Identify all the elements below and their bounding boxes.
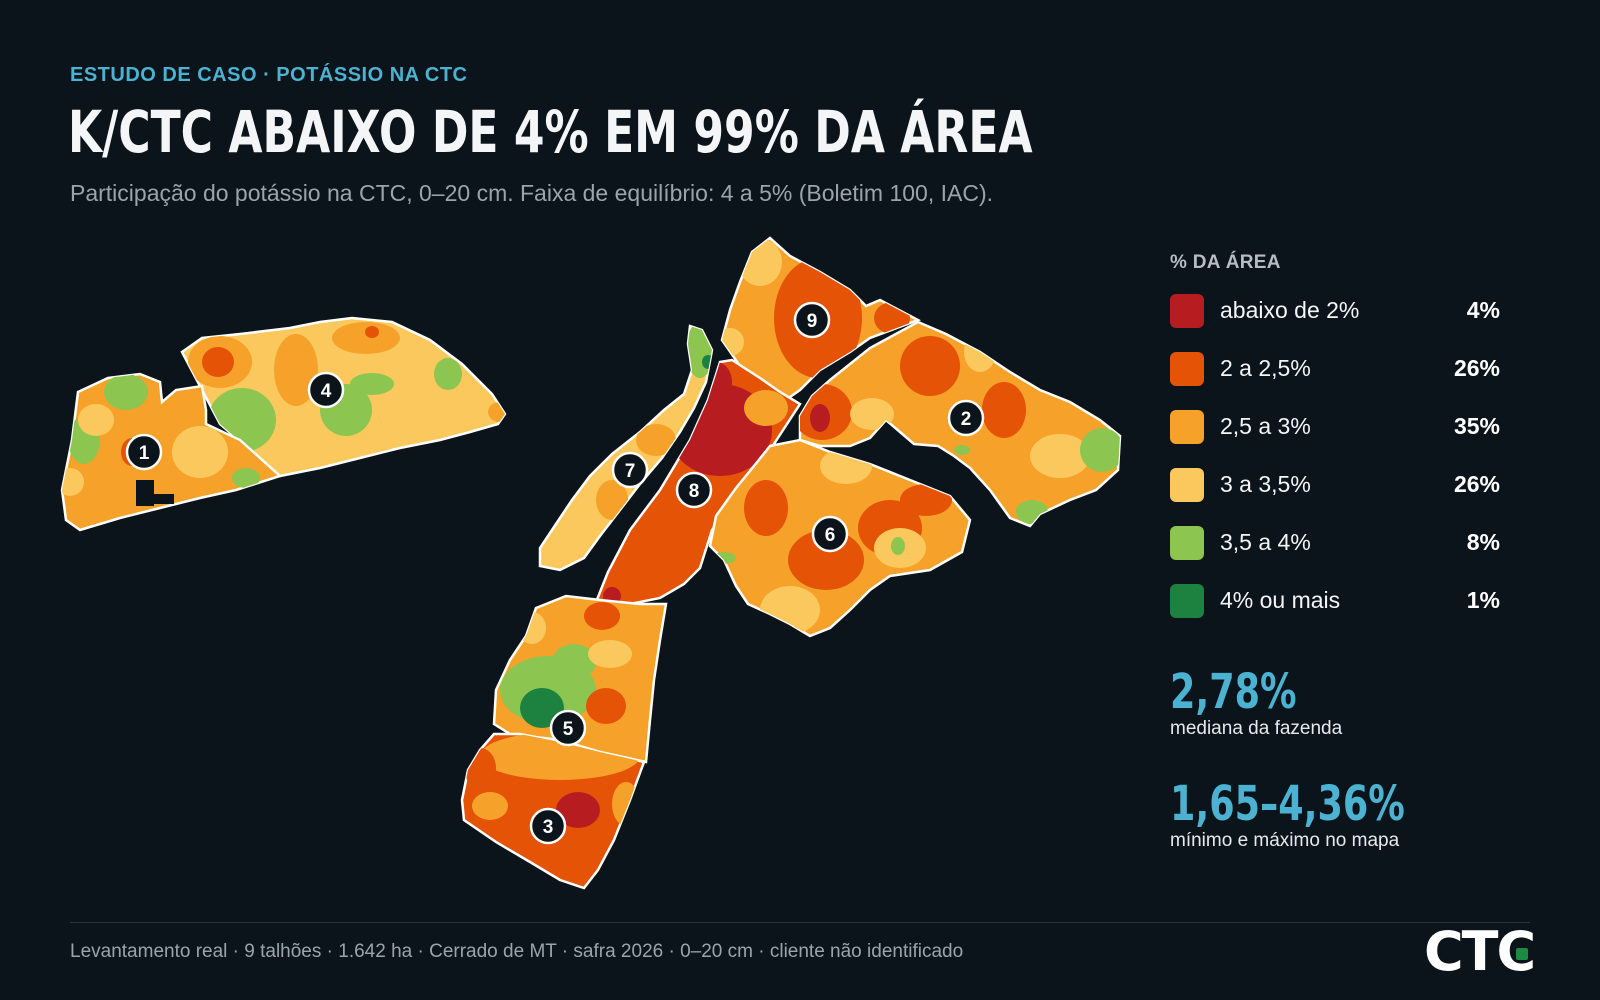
eyebrow: ESTUDO DE CASO · POTÁSSIO NA CTC [70,64,468,86]
legend-item: 4% ou mais 1% [1170,582,1500,640]
svg-text:7: 7 [625,461,636,482]
median-caption: mediana da fazenda [1170,718,1343,739]
field-label-4: 4 [307,371,345,409]
legend-heading: % DA ÁREA [1170,252,1281,273]
legend-percent: 26% [1453,355,1500,381]
legend-item: 3,5 a 4% 8% [1170,524,1500,582]
legend-label: 4% ou mais [1220,587,1341,613]
legend-swatch [1170,294,1204,328]
legend-label: 3,5 a 4% [1220,529,1311,555]
svg-text:1: 1 [139,443,150,464]
svg-text:8: 8 [689,481,700,502]
legend-swatch [1170,352,1204,386]
legend-swatch [1170,410,1204,444]
svg-text:6: 6 [825,525,836,546]
legend-item: 3 a 3,5% 26% [1170,466,1500,524]
legend-swatch [1170,584,1204,618]
legend-label: 3 a 3,5% [1220,471,1311,497]
range-value: 1,65–4,36% [1170,776,1405,832]
farm-map: 1 2 3 4 5 6 7 8 9 [56,236,1122,890]
brand-logo-accent [1516,948,1528,960]
range-caption: mínimo e máximo no mapa [1170,830,1400,851]
legend-percent: 26% [1453,471,1500,497]
footer-divider [70,922,1530,923]
page-subtitle: Participação do potássio na CTC, 0–20 cm… [70,180,994,206]
legend-swatch [1170,468,1204,502]
field-label-9: 9 [793,301,831,339]
legend-percent: 1% [1466,587,1500,613]
legend-item: 2 a 2,5% 26% [1170,350,1500,408]
field-label-1: 1 [125,433,163,471]
svg-text:9: 9 [807,311,818,332]
field-label-7: 7 [611,451,649,489]
legend-percent: 4% [1466,297,1500,323]
legend-label: 2 a 2,5% [1220,355,1311,381]
field-label-5: 5 [549,709,587,747]
page-title: K/CTC ABAIXO DE 4% EM 99% DA ÁREA [68,98,1033,166]
field-label-6: 6 [811,515,849,553]
field-1[interactable] [56,372,283,532]
field-label-2: 2 [947,399,985,437]
legend-label: 2,5 a 3% [1220,413,1311,439]
svg-text:5: 5 [563,719,574,740]
legend-percent: 35% [1453,413,1500,439]
median-value: 2,78% [1170,664,1297,720]
field-4[interactable] [180,316,512,478]
legend-item: 2,5 a 3% 35% [1170,408,1500,466]
field-5[interactable] [492,594,668,764]
field-label-3: 3 [529,807,567,845]
svg-text:4: 4 [321,381,332,402]
legend-label: abaixo de 2% [1220,297,1360,323]
legend-swatch [1170,526,1204,560]
footer-text: Levantamento real · 9 talhões · 1.642 ha… [70,941,964,962]
svg-text:3: 3 [543,817,554,838]
legend-item: abaixo de 2% 4% [1170,292,1500,350]
legend-percent: 8% [1466,529,1500,555]
field-label-8: 8 [675,471,713,509]
svg-text:2: 2 [961,409,972,430]
legend: abaixo de 2% 4% 2 a 2,5% 26% 2,5 a 3% 35… [1170,292,1500,640]
